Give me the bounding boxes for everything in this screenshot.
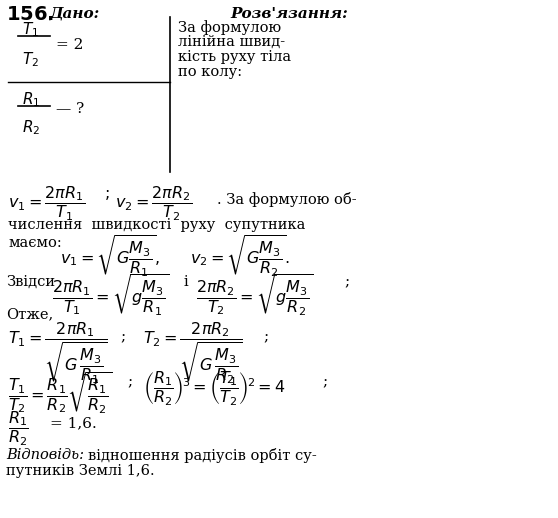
Text: відношення радіусів орбіт су-: відношення радіусів орбіт су- (88, 448, 317, 463)
Text: $\dfrac{2\pi R_2}{T_2} = \sqrt{g\dfrac{M_3}{R_2}}$: $\dfrac{2\pi R_2}{T_2} = \sqrt{g\dfrac{M… (196, 272, 314, 318)
Text: Дано:: Дано: (50, 7, 100, 21)
Text: $\dfrac{2\pi R_1}{T_1} = \sqrt{g\dfrac{M_3}{R_1}}$: $\dfrac{2\pi R_1}{T_1} = \sqrt{g\dfrac{M… (52, 272, 170, 318)
Text: ;: ; (127, 375, 132, 389)
Text: $R_1$: $R_1$ (22, 90, 40, 109)
Text: $R_2$: $R_2$ (22, 118, 40, 137)
Text: $v_1 = \dfrac{2\pi R_1}{T_1}$: $v_1 = \dfrac{2\pi R_1}{T_1}$ (8, 185, 85, 223)
Text: і: і (184, 275, 189, 289)
Text: $\dfrac{T_1}{T_2} = \dfrac{R_1}{R_2}\sqrt{\dfrac{R_1}{R_2}}$: $\dfrac{T_1}{T_2} = \dfrac{R_1}{R_2}\sqr… (8, 370, 112, 416)
Text: ;: ; (322, 375, 327, 389)
Text: $T_2$: $T_2$ (22, 50, 39, 69)
Text: маємо:: маємо: (8, 236, 62, 250)
Text: $T_1 = \dfrac{2\pi R_1}{\sqrt{G\,\dfrac{M_3}{R_1}}}$: $T_1 = \dfrac{2\pi R_1}{\sqrt{G\,\dfrac{… (8, 320, 107, 385)
Text: Отже,: Отже, (6, 307, 53, 321)
Text: = 2: = 2 (56, 38, 83, 52)
Text: кість руху тіла: кість руху тіла (178, 50, 291, 64)
Text: ;: ; (344, 275, 349, 289)
Text: = 1,6.: = 1,6. (50, 416, 97, 430)
Text: $;$: $;$ (104, 185, 109, 202)
Text: $v_2 = \sqrt{G\dfrac{M_3}{R_2}}.$: $v_2 = \sqrt{G\dfrac{M_3}{R_2}}.$ (190, 233, 290, 279)
Text: $\mathbf{156.}$: $\mathbf{156.}$ (6, 6, 54, 24)
Text: числення  швидкості  руху  супутника: числення швидкості руху супутника (8, 218, 305, 232)
Text: $\dfrac{R_1}{R_2}$: $\dfrac{R_1}{R_2}$ (8, 410, 28, 449)
Text: Відповідь:: Відповідь: (6, 448, 84, 462)
Text: $\left(\dfrac{R_1}{R_2}\right)^{\!3} = \left(\dfrac{T_1}{T_2}\right)^{\!2} = 4$: $\left(\dfrac{R_1}{R_2}\right)^{\!3} = \… (143, 370, 286, 408)
Text: лінійна швид-: лінійна швид- (178, 35, 285, 49)
Text: путників Землі 1,6.: путників Землі 1,6. (6, 464, 155, 478)
Text: За формулою: За формулою (178, 20, 281, 35)
Text: по колу:: по колу: (178, 65, 242, 79)
Text: — ?: — ? (56, 102, 84, 116)
Text: Звідси: Звідси (6, 275, 55, 289)
Text: $v_1 = \sqrt{G\dfrac{M_3}{R_1}},$: $v_1 = \sqrt{G\dfrac{M_3}{R_1}},$ (60, 233, 160, 279)
Text: ;: ; (120, 330, 125, 344)
Text: Розв'язання:: Розв'язання: (230, 7, 348, 21)
Text: ;: ; (263, 330, 268, 344)
Text: $T_1$: $T_1$ (22, 20, 39, 39)
Text: . За формулою об-: . За формулою об- (217, 192, 357, 207)
Text: $T_2 = \dfrac{2\pi R_2}{\sqrt{G\,\dfrac{M_3}{R_2}}}$: $T_2 = \dfrac{2\pi R_2}{\sqrt{G\,\dfrac{… (143, 320, 242, 385)
Text: $v_2 = \dfrac{2\pi R_2}{T_2}$: $v_2 = \dfrac{2\pi R_2}{T_2}$ (115, 185, 192, 223)
